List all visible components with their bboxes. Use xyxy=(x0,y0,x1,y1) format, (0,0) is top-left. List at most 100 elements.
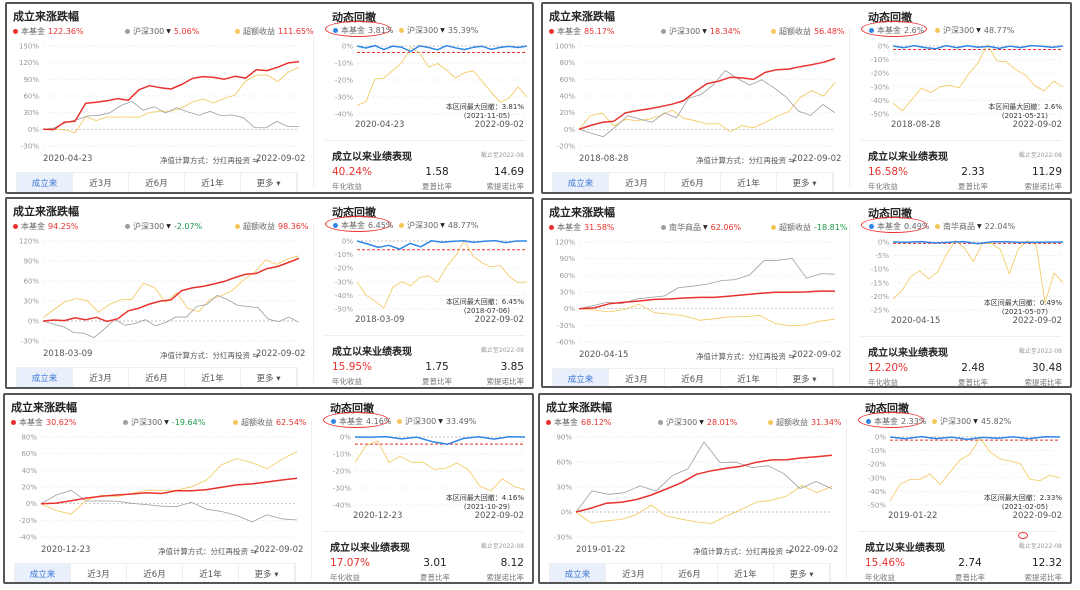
period-tab-0[interactable]: 成立来 xyxy=(15,564,71,582)
drawdown-legend-item[interactable]: 沪深300 ▼ 33.49% xyxy=(397,416,476,427)
performance-stat: 11.29 索提诺比率 xyxy=(992,166,1063,192)
drawdown-legend-item[interactable]: 本基金 3.81% xyxy=(333,25,393,36)
period-tab-1[interactable]: 近3月 xyxy=(73,173,129,192)
divider xyxy=(846,419,847,579)
caret-down-icon[interactable]: ▼ xyxy=(973,418,978,425)
legend-item[interactable]: 超额收益 98.36% xyxy=(235,221,309,232)
drawdown-legend-item[interactable]: 本基金 2.6% xyxy=(869,25,924,36)
legend-dot-icon xyxy=(771,29,776,34)
period-tab-2[interactable]: 近6月 xyxy=(127,564,183,582)
series-line-dd_fund xyxy=(892,240,1064,245)
period-tab-1[interactable]: 近3月 xyxy=(609,369,665,386)
period-tab-0[interactable]: 成立来 xyxy=(553,369,609,386)
drawdown-legend-item[interactable]: 沪深300 ▼ 48.77% xyxy=(399,220,478,231)
performance-stat: 16.58% 年化收益 xyxy=(868,166,938,192)
legend-item[interactable]: 本基金 31.58% xyxy=(549,222,615,233)
drawdown-legend-item[interactable]: 南华商品 ▼ 22.04% xyxy=(935,221,1015,232)
legend-item[interactable]: 本基金 85.17% xyxy=(549,26,615,37)
legend-item[interactable]: 沪深300 ▼ 18.34% xyxy=(661,26,740,37)
period-tab-1[interactable]: 近3月 xyxy=(609,173,665,192)
period-tab-3[interactable]: 近1年 xyxy=(721,173,777,192)
legend-item[interactable]: 南华商品 ▼ 62.06% xyxy=(661,222,741,233)
series-line-excess xyxy=(40,451,298,515)
return-line-chart: 120% 90% 60% 30% 0% -30% xyxy=(19,238,300,346)
caret-down-icon[interactable]: ▼ xyxy=(440,27,445,34)
y-tick-label: 150% xyxy=(19,43,39,51)
legend-item[interactable]: 沪深300 ▼ -2.07% xyxy=(125,221,202,232)
legend-item[interactable]: 沪深300 ▼ 5.06% xyxy=(125,26,199,37)
caret-down-icon[interactable]: ▼ xyxy=(164,419,169,426)
drawdown-legend-item[interactable]: 本基金 4.16% xyxy=(331,416,391,427)
legend-item[interactable]: 超额收益 31.34% xyxy=(768,417,842,428)
stat-label: 索提诺比率 xyxy=(1024,573,1063,582)
drawdown-legend-item[interactable]: 本基金 0.49% xyxy=(869,221,929,232)
period-tab-0[interactable]: 成立来 xyxy=(553,173,609,192)
caret-down-icon[interactable]: ▼ xyxy=(438,418,443,425)
nav-method-toggle[interactable]: 净值计算方式：分红再投资 ⇋ xyxy=(158,547,257,556)
legend-dot-icon xyxy=(235,29,240,34)
y-tick-label: -10% xyxy=(868,447,886,455)
period-tab-0[interactable]: 成立来 xyxy=(550,564,606,582)
legend-item[interactable]: 本基金 122.36% xyxy=(13,26,84,37)
drawdown-legend-item[interactable]: 本基金 2.33% xyxy=(866,416,926,427)
legend-item[interactable]: 超额收益 56.48% xyxy=(771,26,845,37)
period-tab-4[interactable]: 更多 ▾ xyxy=(774,564,830,582)
caret-down-icon[interactable]: ▼ xyxy=(440,222,445,229)
period-tab-2[interactable]: 近6月 xyxy=(662,564,718,582)
legend-dot-icon xyxy=(399,223,404,228)
legend-item[interactable]: 超额收益 -18.81% xyxy=(771,222,847,233)
period-tab-4[interactable]: 更多 ▾ xyxy=(777,369,833,386)
performance-stat: 17.07% 年化收益 xyxy=(330,557,400,582)
drawdown-legend-item[interactable]: 沪深300 ▼ 45.82% xyxy=(932,416,1011,427)
legend-item[interactable]: 超额收益 111.65% xyxy=(235,26,314,37)
legend-item[interactable]: 沪深300 ▼ -19.64% xyxy=(123,417,205,428)
period-tab-1[interactable]: 近3月 xyxy=(73,368,129,387)
legend-label: 本基金 xyxy=(339,417,363,426)
period-tab-4[interactable]: 更多 ▾ xyxy=(241,368,297,387)
legend-item[interactable]: 本基金 68.12% xyxy=(546,417,612,428)
period-tab-4[interactable]: 更多 ▾ xyxy=(239,564,295,582)
nav-method-toggle[interactable]: 净值计算方式：分红再投资 ⇋ xyxy=(693,547,792,556)
period-tab-3[interactable]: 近1年 xyxy=(718,564,774,582)
legend-label: 南华商品 xyxy=(943,222,975,231)
divider xyxy=(858,531,1058,532)
drawdown-legend-item[interactable]: 沪深300 ▼ 48.77% xyxy=(935,25,1014,36)
series-line-fund xyxy=(40,477,298,505)
caret-down-icon[interactable]: ▼ xyxy=(977,223,982,230)
period-tab-1[interactable]: 近3月 xyxy=(71,564,127,582)
period-tab-2[interactable]: 近6月 xyxy=(665,369,721,386)
legend-item[interactable]: 沪深300 ▼ 28.01% xyxy=(658,417,737,428)
caret-down-icon[interactable]: ▼ xyxy=(166,28,171,35)
legend-item[interactable]: 超额收益 62.54% xyxy=(233,417,307,428)
period-tab-4[interactable]: 更多 ▾ xyxy=(241,173,297,192)
period-tab-0[interactable]: 成立来 xyxy=(17,173,73,192)
period-tab-3[interactable]: 近1年 xyxy=(185,173,241,192)
nav-method-toggle[interactable]: 净值计算方式：分红再投资 ⇋ xyxy=(160,156,259,165)
period-tab-0[interactable]: 成立来 xyxy=(17,368,73,387)
stat-label: 年化收益 xyxy=(330,573,360,582)
caret-down-icon[interactable]: ▼ xyxy=(166,223,171,230)
legend-value: 6.45% xyxy=(368,221,394,230)
period-tab-2[interactable]: 近6月 xyxy=(129,368,185,387)
period-tab-1[interactable]: 近3月 xyxy=(606,564,662,582)
period-tab-3[interactable]: 近1年 xyxy=(721,369,777,386)
drawdown-legend-item[interactable]: 本基金 6.45% xyxy=(333,220,393,231)
legend-item[interactable]: 本基金 94.25% xyxy=(13,221,79,232)
nav-method-toggle[interactable]: 净值计算方式：分红再投资 ⇋ xyxy=(696,156,795,165)
nav-method-toggle[interactable]: 净值计算方式：分红再投资 ⇋ xyxy=(160,351,259,360)
period-tab-2[interactable]: 近6月 xyxy=(129,173,185,192)
caret-down-icon[interactable]: ▼ xyxy=(976,27,981,34)
end-date: 2022-09-02 xyxy=(789,545,839,555)
period-tab-2[interactable]: 近6月 xyxy=(665,173,721,192)
period-tab-3[interactable]: 近1年 xyxy=(185,368,241,387)
period-tab-3[interactable]: 近1年 xyxy=(183,564,239,582)
legend-item[interactable]: 本基金 30.62% xyxy=(11,417,77,428)
legend-value: -18.81% xyxy=(814,223,848,232)
drawdown-legend-item[interactable]: 沪深300 ▼ 35.39% xyxy=(399,25,478,36)
nav-method-toggle[interactable]: 净值计算方式：分红再投资 ⇋ xyxy=(696,352,795,361)
caret-down-icon[interactable]: ▼ xyxy=(699,419,704,426)
legend-dot-icon xyxy=(399,28,404,33)
period-tab-4[interactable]: 更多 ▾ xyxy=(777,173,833,192)
caret-down-icon[interactable]: ▼ xyxy=(703,224,708,231)
caret-down-icon[interactable]: ▼ xyxy=(702,28,707,35)
